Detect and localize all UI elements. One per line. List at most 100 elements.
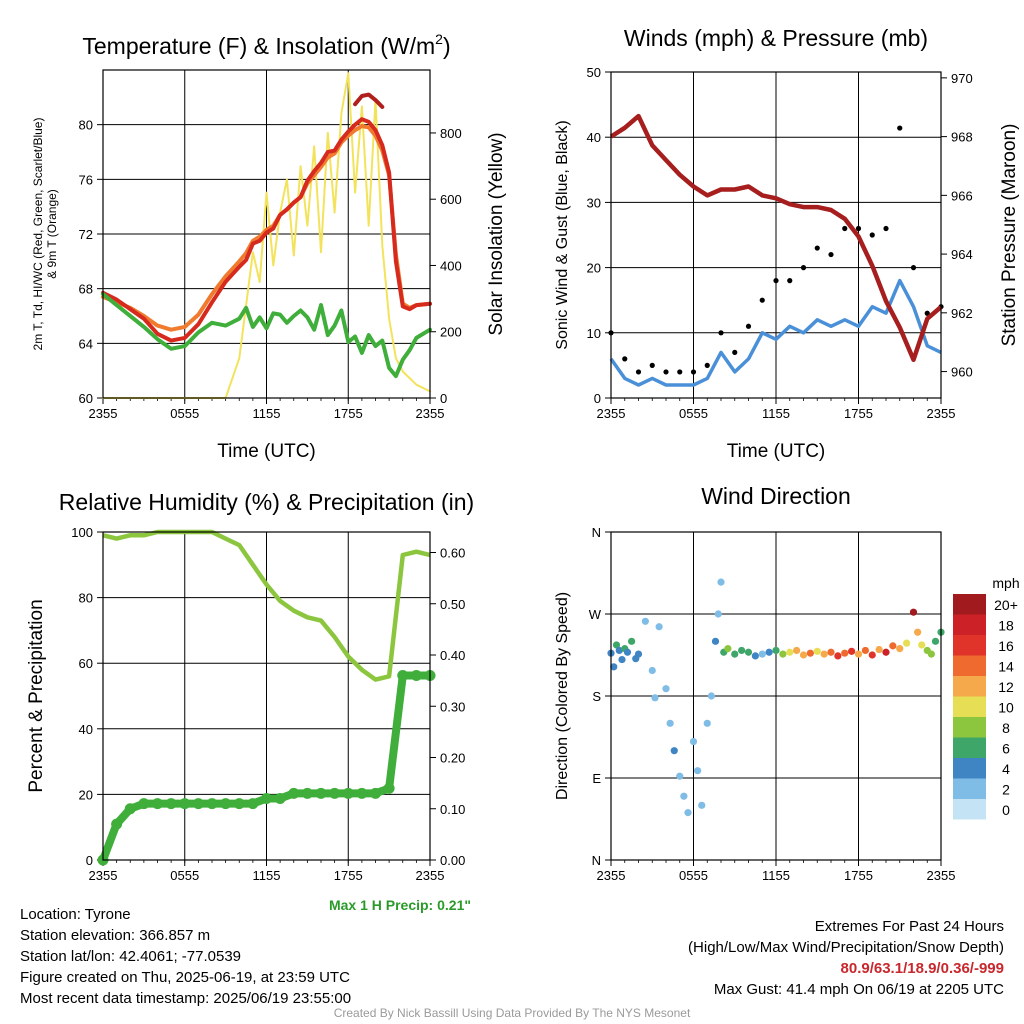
x-tick-label: 0555	[170, 868, 199, 883]
direction-point	[868, 651, 876, 659]
direction-point	[694, 767, 702, 775]
gust-point	[869, 232, 875, 238]
direction-point	[615, 646, 623, 655]
direction-point	[889, 642, 897, 650]
precip-point	[165, 798, 177, 810]
gust-point	[663, 369, 669, 375]
direction-point	[765, 648, 773, 656]
elevation-text: Station elevation: 366.857 m	[20, 927, 211, 944]
legend-label: 2	[1002, 782, 1010, 798]
speed-legend: mph 20+ 18 16 14 12 10 8 6 4 2 0	[953, 575, 1020, 820]
direction-point	[641, 617, 649, 625]
y-tick-label: 64	[79, 336, 93, 351]
direction-point	[670, 747, 678, 755]
direction-point	[931, 637, 940, 645]
legend-label: 10	[998, 700, 1014, 716]
legend-swatch	[953, 696, 986, 717]
x-tick-label: 1155	[253, 868, 281, 883]
direction-point	[618, 655, 626, 664]
precip-point	[220, 798, 232, 810]
legend-swatch	[953, 614, 986, 635]
x-tick-label: 1755	[334, 406, 363, 421]
direction-point	[861, 646, 869, 655]
legend-label: 20+	[994, 597, 1018, 613]
y-axis-label: Percent & Precipitation	[26, 599, 47, 792]
direction-point	[834, 652, 842, 660]
y-right-tick-label: 966	[951, 188, 973, 203]
gust-point	[787, 278, 793, 284]
y-right-axis-label: Station Pressure (Maroon)	[999, 124, 1020, 347]
y-tick-label: 80	[79, 118, 93, 133]
created-text: Figure created on Thu, 2025-06-19, at 23…	[20, 969, 350, 986]
y-tick-label: N	[592, 525, 601, 540]
y-axis-label-group: Direction (Colored By Speed)	[554, 592, 571, 800]
chart-title-close: )	[443, 33, 451, 59]
precip-point	[370, 787, 381, 799]
legend-swatch	[953, 594, 986, 615]
precip-point	[233, 798, 245, 810]
precip-point	[124, 803, 136, 815]
direction-point	[698, 801, 706, 809]
y-tick-label: 60	[79, 656, 93, 671]
precip-point	[410, 670, 422, 681]
legend-swatch	[953, 799, 986, 820]
direction-point	[724, 645, 732, 653]
legend-swatch	[953, 758, 986, 779]
y-right-tick-label: 400	[440, 258, 462, 273]
precip-point	[111, 818, 123, 830]
direction-point	[738, 646, 746, 655]
y-right-tick-label: 962	[951, 306, 973, 321]
y-right-tick-label: 0.20	[440, 751, 465, 766]
y-right-tick-label: 0.00	[440, 853, 465, 868]
y-axis-label: 2m T, Td, HI/WC (Red, Green, Scarlet/Blu…	[31, 118, 59, 351]
series-line-wind	[609, 278, 942, 387]
direction-point	[927, 650, 935, 658]
y-axis-label-line-1: 2m T, Td, HI/WC (Red, Green, Scarlet/Blu…	[31, 118, 45, 351]
x-tick-label: 2355	[927, 406, 956, 421]
direction-point	[914, 628, 922, 636]
gust-point	[842, 225, 848, 232]
x-axis-label: Time (UTC)	[727, 441, 826, 462]
legend-swatch	[953, 717, 986, 738]
chart-title: Relative Humidity (%) & Precipitation (i…	[59, 489, 474, 515]
y-tick-label: 10	[587, 326, 601, 341]
series-line-pressure	[609, 113, 943, 363]
y-right-tick-label: 600	[440, 192, 462, 207]
y-tick-label: 60	[79, 391, 93, 406]
direction-point	[711, 637, 720, 645]
direction-point	[896, 645, 904, 653]
direction-point	[634, 650, 643, 658]
precip-point	[261, 793, 272, 804]
y-right-tick-label: 800	[440, 126, 462, 141]
y-right-tick-label: 0.50	[440, 597, 465, 612]
gust-point	[635, 369, 642, 375]
precip-point	[192, 798, 204, 810]
precip-point	[179, 798, 191, 810]
direction-point	[717, 578, 725, 586]
panel-1: 2355 0555 1155 1755 235560646872768002004006…	[31, 31, 507, 462]
x-tick-label: 1155	[762, 868, 790, 883]
gust-point	[732, 349, 738, 355]
gust-point	[828, 251, 834, 258]
x-tick-label: 2355	[416, 406, 445, 421]
y-tick-label: 100	[71, 525, 93, 540]
gust-point	[649, 362, 655, 368]
direction-point	[610, 663, 618, 671]
extremes-panel: Extremes For Past 24 Hours (High/Low/Max…	[688, 916, 1004, 1000]
direction-point	[909, 608, 918, 616]
x-tick-label: 2355	[927, 868, 956, 883]
gust-point	[773, 278, 779, 284]
direction-point	[841, 649, 849, 657]
chart-title: Temperature (F) & Insolation (W/m2)	[82, 31, 450, 59]
y-tick-label: 68	[79, 282, 93, 297]
direction-point	[689, 737, 698, 746]
direction-point	[903, 639, 911, 647]
extremes-legend: (High/Low/Max Wind/Precipitation/Snow De…	[688, 939, 1004, 956]
y-tick-label: 72	[79, 227, 93, 242]
direction-point	[666, 719, 674, 727]
y-right-tick-label: 0.60	[440, 546, 465, 561]
x-tick-label: 2355	[597, 406, 626, 421]
precip-point	[315, 787, 327, 799]
direction-point	[751, 652, 759, 660]
direction-point	[806, 649, 814, 657]
